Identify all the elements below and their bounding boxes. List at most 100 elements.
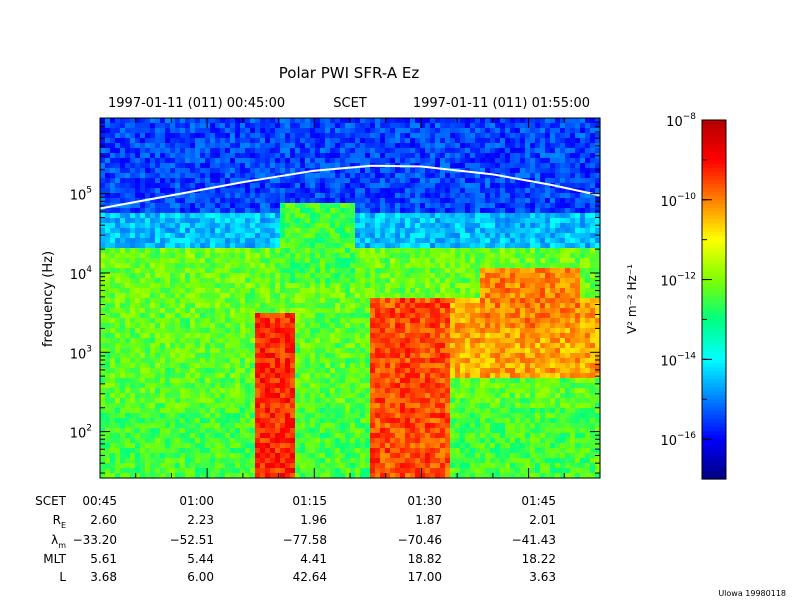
spectrogram-cell <box>585 353 591 359</box>
spectrogram-cell <box>595 268 601 274</box>
spectrogram-cell <box>485 238 491 244</box>
spectrogram-cell <box>435 198 441 204</box>
spectrogram-cell <box>155 238 161 244</box>
spectrogram-cell <box>385 148 391 154</box>
spectrogram-cell <box>525 193 531 199</box>
spectrogram-cell <box>245 118 251 124</box>
spectrogram-cell <box>155 268 161 274</box>
spectrogram-cell <box>270 163 276 169</box>
spectrogram-cell <box>410 233 416 239</box>
spectrogram-cell <box>500 263 506 269</box>
spectrogram-cell <box>300 293 306 299</box>
spectrogram-cell <box>550 293 556 299</box>
spectrogram-cell <box>140 228 146 234</box>
spectrogram-cell <box>190 283 196 289</box>
spectrogram-cell <box>270 343 276 349</box>
spectrogram-cell <box>475 183 481 189</box>
spectrogram-cell <box>385 308 391 314</box>
spectrogram-cell <box>350 348 356 354</box>
spectrogram-cell <box>160 178 166 184</box>
spectrogram-cell <box>505 338 511 344</box>
spectrogram-cell <box>370 143 376 149</box>
spectrogram-cell <box>545 348 551 354</box>
spectrogram-cell <box>480 273 486 279</box>
spectrogram-cell <box>590 248 596 254</box>
spectrogram-cell <box>315 123 321 129</box>
spectrogram-cell <box>565 263 571 269</box>
spectrogram-cell <box>130 258 136 264</box>
spectrogram-cell <box>240 238 246 244</box>
spectrogram-cell <box>175 148 181 154</box>
spectrogram-cell <box>290 158 296 164</box>
spectrogram-cell <box>325 243 331 249</box>
spectrogram-cell <box>380 178 386 184</box>
spectrogram-cell <box>415 228 421 234</box>
spectrogram-cell <box>210 233 216 239</box>
spectrogram-cell <box>435 243 441 249</box>
spectrogram-cell <box>425 328 431 334</box>
spectrogram-cell <box>380 298 386 304</box>
spectrogram-cell <box>360 133 366 139</box>
spectrogram-cell <box>295 298 301 304</box>
spectrogram-cell <box>490 148 496 154</box>
spectrogram-cell <box>560 193 566 199</box>
spectrogram-cell <box>110 253 116 259</box>
spectrogram-cell <box>235 168 241 174</box>
spectrogram-cell <box>180 328 186 334</box>
spectrogram-cell <box>130 133 136 139</box>
spectrogram-cell <box>205 218 211 224</box>
spectrogram-cell <box>580 233 586 239</box>
spectrogram-cell <box>575 253 581 259</box>
spectrogram-cell <box>365 283 371 289</box>
spectrogram-cell <box>225 178 231 184</box>
spectrogram-cell <box>570 198 576 204</box>
spectrogram-cell <box>340 323 346 329</box>
spectrogram-cell <box>220 163 226 169</box>
spectrogram-cell <box>590 193 596 199</box>
spectrogram-cell <box>340 203 346 209</box>
spectrogram-cell <box>355 168 361 174</box>
spectrogram-cell <box>205 358 211 364</box>
spectrogram-cell <box>595 328 601 334</box>
spectrogram-cell <box>475 223 481 229</box>
spectrogram-cell <box>580 228 586 234</box>
spectrogram-cell <box>165 333 171 339</box>
spectrogram-cell <box>360 303 366 309</box>
spectrogram-cell <box>560 158 566 164</box>
spectrogram-cell <box>160 283 166 289</box>
spectrogram-cell <box>570 328 576 334</box>
spectrogram-cell <box>330 358 336 364</box>
spectrogram-cell <box>365 333 371 339</box>
spectrogram-cell <box>275 288 281 294</box>
spectrogram-cell <box>345 253 351 259</box>
spectrogram-cell <box>380 338 386 344</box>
spectrogram-cell <box>475 208 481 214</box>
spectrogram-cell <box>345 288 351 294</box>
spectrogram-cell <box>535 218 541 224</box>
spectrogram-cell <box>535 198 541 204</box>
spectrogram-cell <box>305 178 311 184</box>
spectrogram-cell <box>520 193 526 199</box>
spectrogram-cell <box>245 148 251 154</box>
spectrogram-cell <box>320 283 326 289</box>
spectrogram-cell <box>540 298 546 304</box>
spectrogram-cell <box>450 233 456 239</box>
spectrogram-cell <box>320 238 326 244</box>
spectrogram-cell <box>350 333 356 339</box>
spectrogram-cell <box>140 293 146 299</box>
spectrogram-cell <box>170 288 176 294</box>
spectrogram-cell <box>130 178 136 184</box>
spectrogram-cell <box>515 298 521 304</box>
spectrogram-cell <box>535 183 541 189</box>
spectrogram-cell <box>395 118 401 124</box>
spectrogram-cell <box>115 318 121 324</box>
spectrogram-cell <box>110 163 116 169</box>
spectrogram-cell <box>550 278 556 284</box>
spectrogram-cell <box>160 228 166 234</box>
spectrogram-cell <box>345 308 351 314</box>
spectrogram-cell <box>440 303 446 309</box>
spectrogram-cell <box>530 243 536 249</box>
spectrogram-cell <box>125 148 131 154</box>
spectrogram-cell <box>245 348 251 354</box>
spectrogram-cell <box>480 358 486 364</box>
